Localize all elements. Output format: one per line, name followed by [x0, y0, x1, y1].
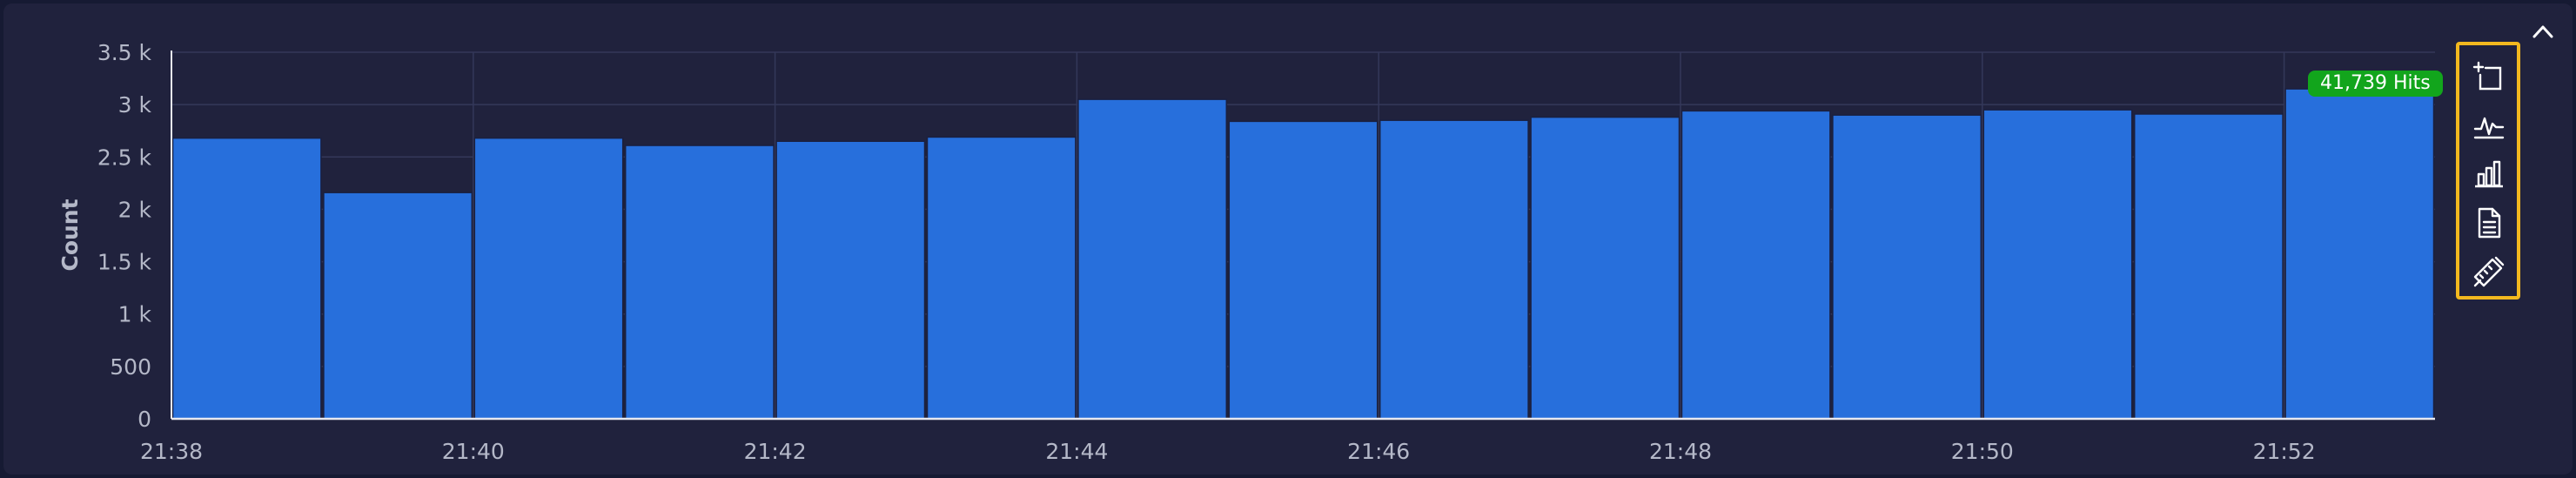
histogram-bar[interactable]	[1982, 109, 2133, 420]
ruler-pencil-icon	[2473, 256, 2505, 287]
histogram-bar[interactable]	[2284, 88, 2435, 420]
y-tick-label: 2 k	[118, 197, 152, 222]
histogram-bar[interactable]	[323, 192, 473, 420]
x-tick-label: 21:46	[1347, 439, 1410, 464]
bar-layer	[171, 88, 2435, 420]
histogram-bar[interactable]	[1228, 120, 1379, 420]
y-tick-label: 1.5 k	[97, 250, 152, 275]
x-tick-label: 21:50	[1951, 439, 2014, 464]
histogram-bar[interactable]	[926, 136, 1077, 420]
x-tick-label: 21:48	[1649, 439, 1712, 464]
histogram-bar[interactable]	[2133, 113, 2284, 420]
x-tick-label: 21:40	[442, 439, 505, 464]
y-tick-label: 2.5 k	[97, 145, 152, 170]
ruler-pencil-button[interactable]	[2472, 254, 2506, 289]
axis-layer	[171, 50, 2435, 421]
y-tick-label: 500	[110, 354, 151, 380]
histogram-bar[interactable]	[1530, 116, 1680, 420]
x-tick-label: 21:38	[140, 439, 203, 464]
chart-toolbar	[2456, 42, 2520, 300]
histogram-bar[interactable]	[473, 137, 624, 420]
histogram-bar[interactable]	[1379, 119, 1529, 420]
document-icon	[2478, 207, 2501, 239]
chevron-up-icon	[2532, 25, 2553, 38]
line-chart-icon	[2473, 117, 2505, 139]
bar-chart-icon	[2475, 160, 2503, 188]
y-tick-label: 0	[138, 407, 151, 432]
crop-tool-icon	[2472, 61, 2502, 91]
bar-chart-button[interactable]	[2472, 157, 2506, 192]
histogram-bar[interactable]	[775, 140, 926, 420]
collapse-button[interactable]	[2526, 16, 2560, 47]
y-tick-label: 3.5 k	[97, 40, 152, 65]
y-axis-label: Count	[57, 199, 83, 271]
x-tick-label: 21:52	[2253, 439, 2316, 464]
x-tick-label: 21:42	[744, 439, 807, 464]
histogram-bar[interactable]	[171, 137, 322, 420]
x-tick-labels: 21:38 21:40 21:42 21:44 21:46 21:48 21:50 21:52	[140, 439, 2316, 464]
line-chart-button[interactable]	[2472, 108, 2506, 143]
y-tick-label: 3 k	[118, 92, 152, 118]
y-tick-label: 1 k	[118, 302, 152, 327]
histogram-bar[interactable]	[1832, 114, 1982, 420]
histogram-bar[interactable]	[1680, 110, 1831, 420]
x-tick-label: 21:44	[1045, 439, 1108, 464]
hits-count-badge: 41,739 Hits	[2308, 71, 2443, 97]
document-button[interactable]	[2472, 205, 2506, 240]
histogram-bar[interactable]	[1077, 98, 1228, 420]
histogram-bar[interactable]	[624, 145, 775, 420]
y-tick-labels: 0 500 1 k 1.5 k 2 k 2.5 k 3 k 3.5 k	[97, 40, 152, 432]
crop-tool-button[interactable]	[2472, 59, 2506, 94]
